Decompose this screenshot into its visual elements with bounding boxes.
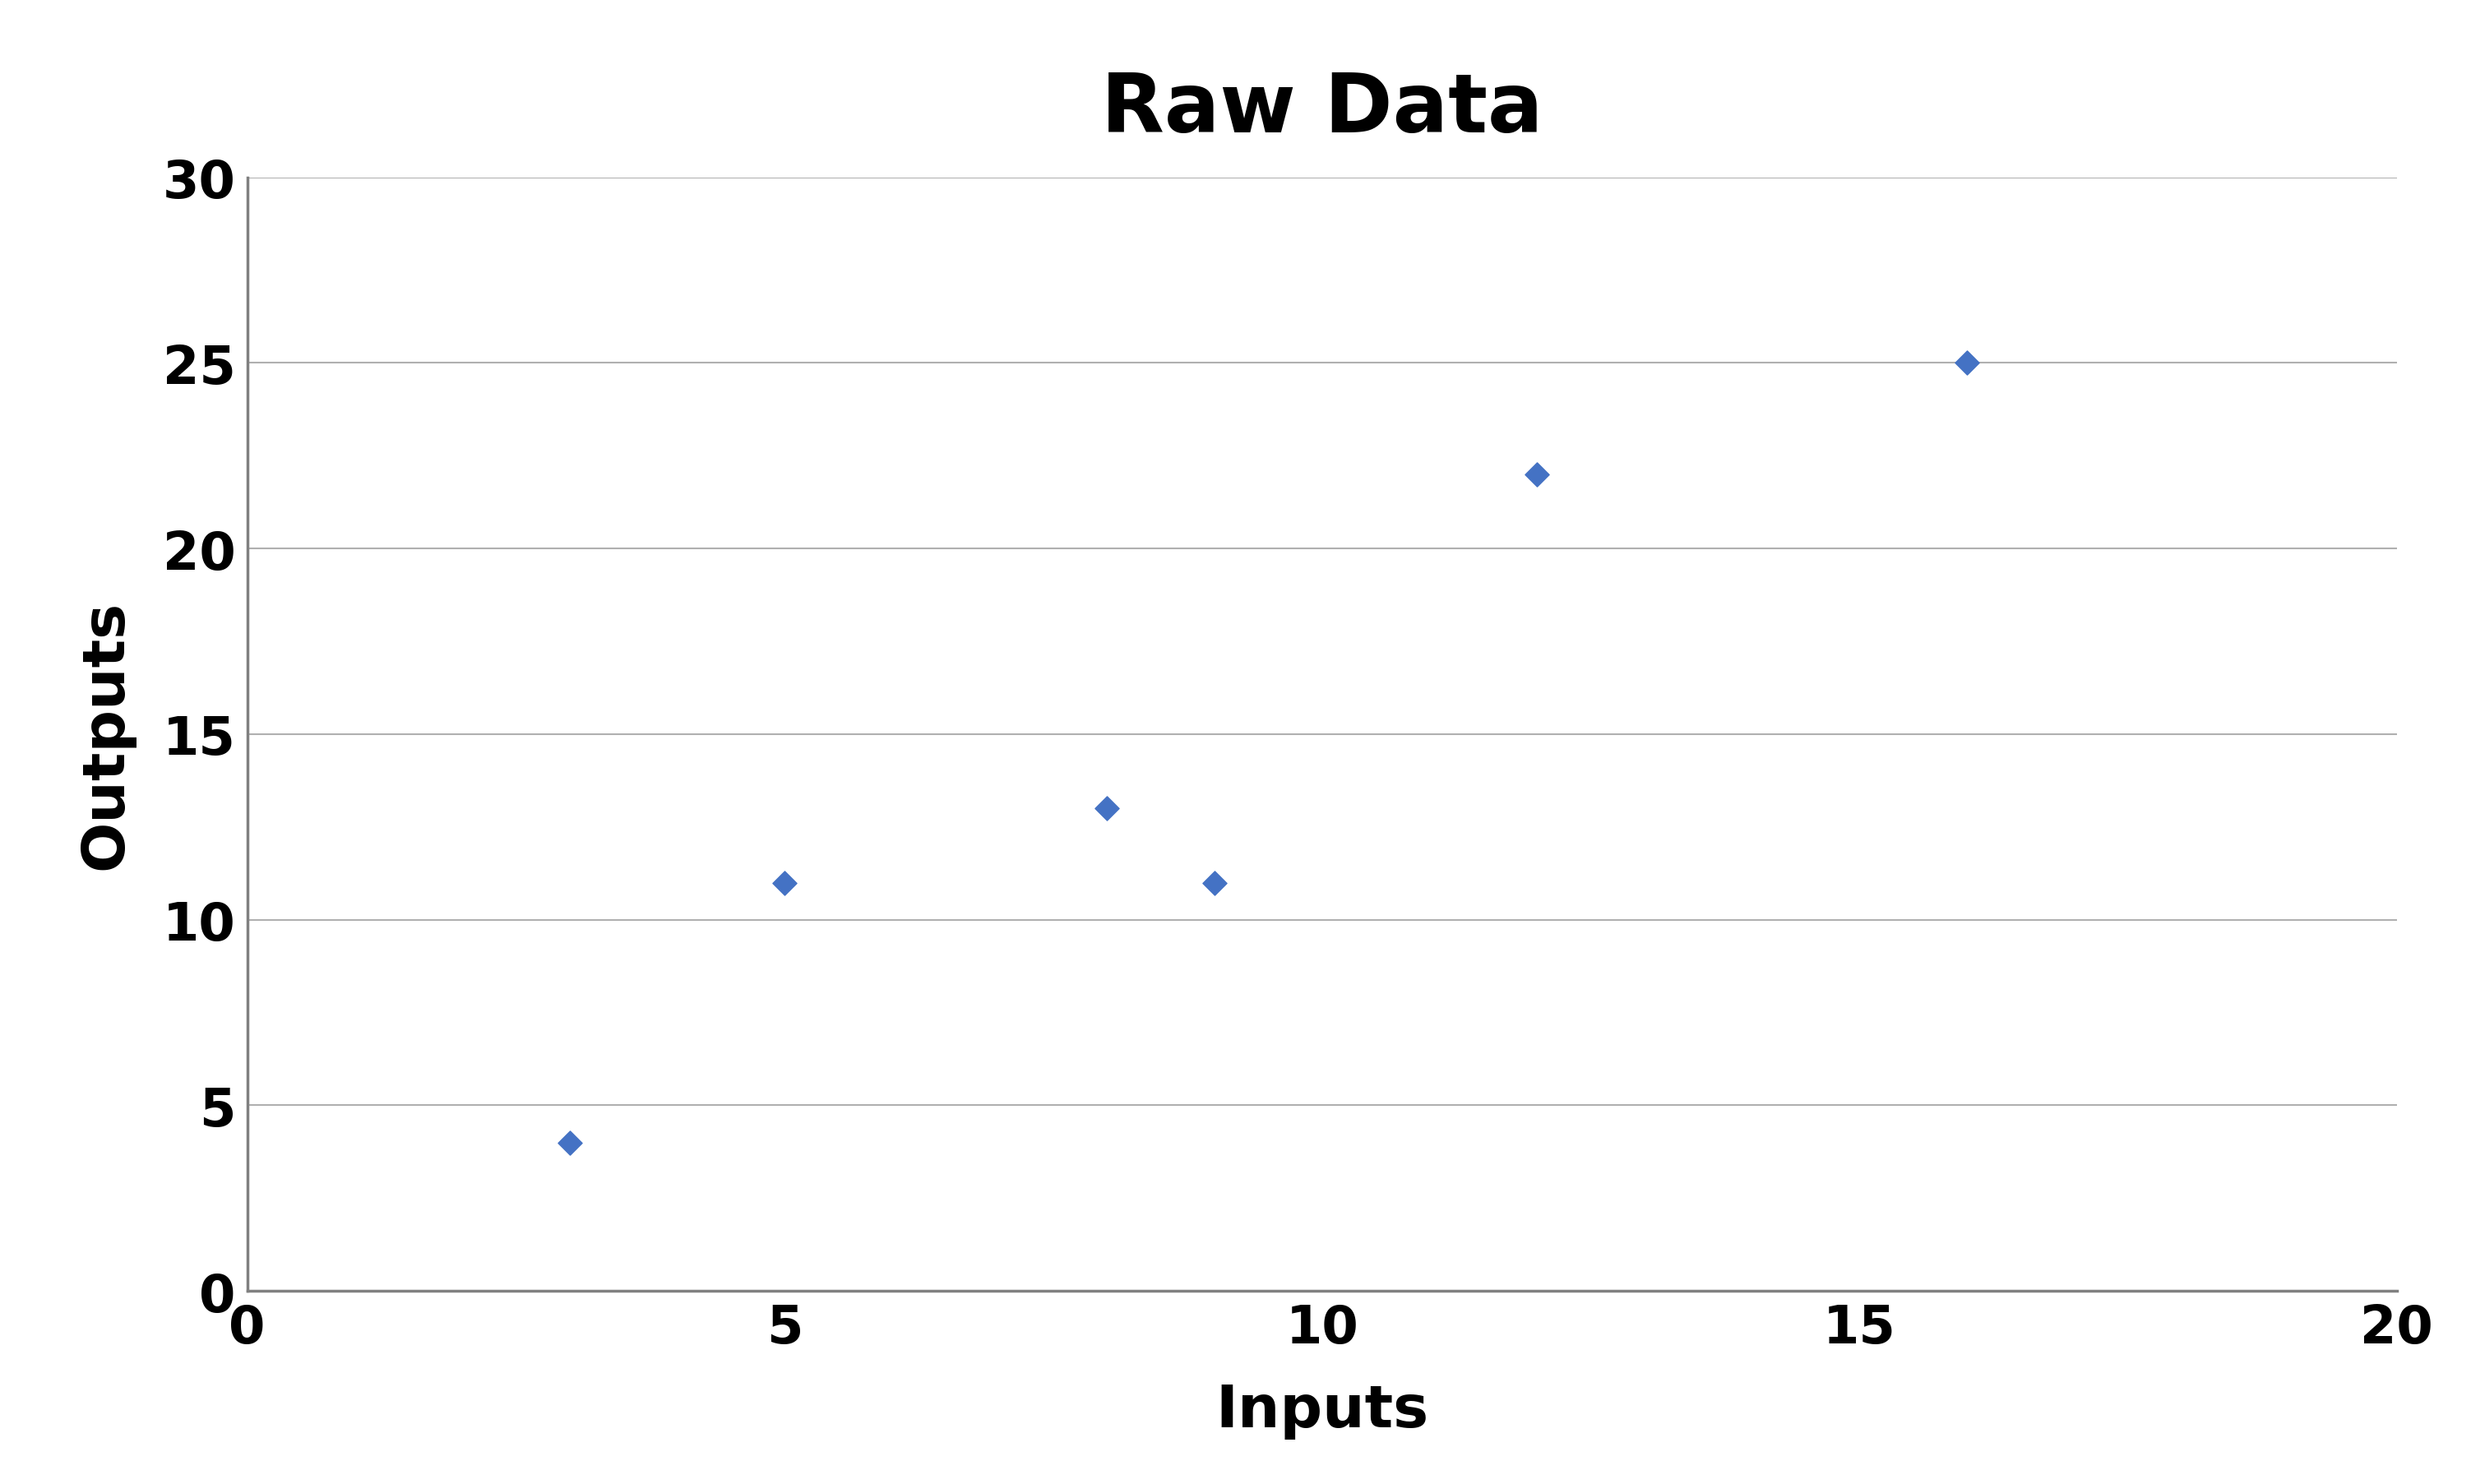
Point [1947, 352, 1987, 375]
Point [1517, 463, 1557, 487]
X-axis label: Inputs: Inputs [1216, 1382, 1428, 1438]
Y-axis label: Outputs: Outputs [77, 600, 133, 870]
Point [766, 871, 806, 895]
Title: Raw Data: Raw Data [1102, 70, 1542, 150]
Point [1196, 871, 1236, 895]
Point [1087, 797, 1127, 821]
Point [549, 1131, 591, 1155]
